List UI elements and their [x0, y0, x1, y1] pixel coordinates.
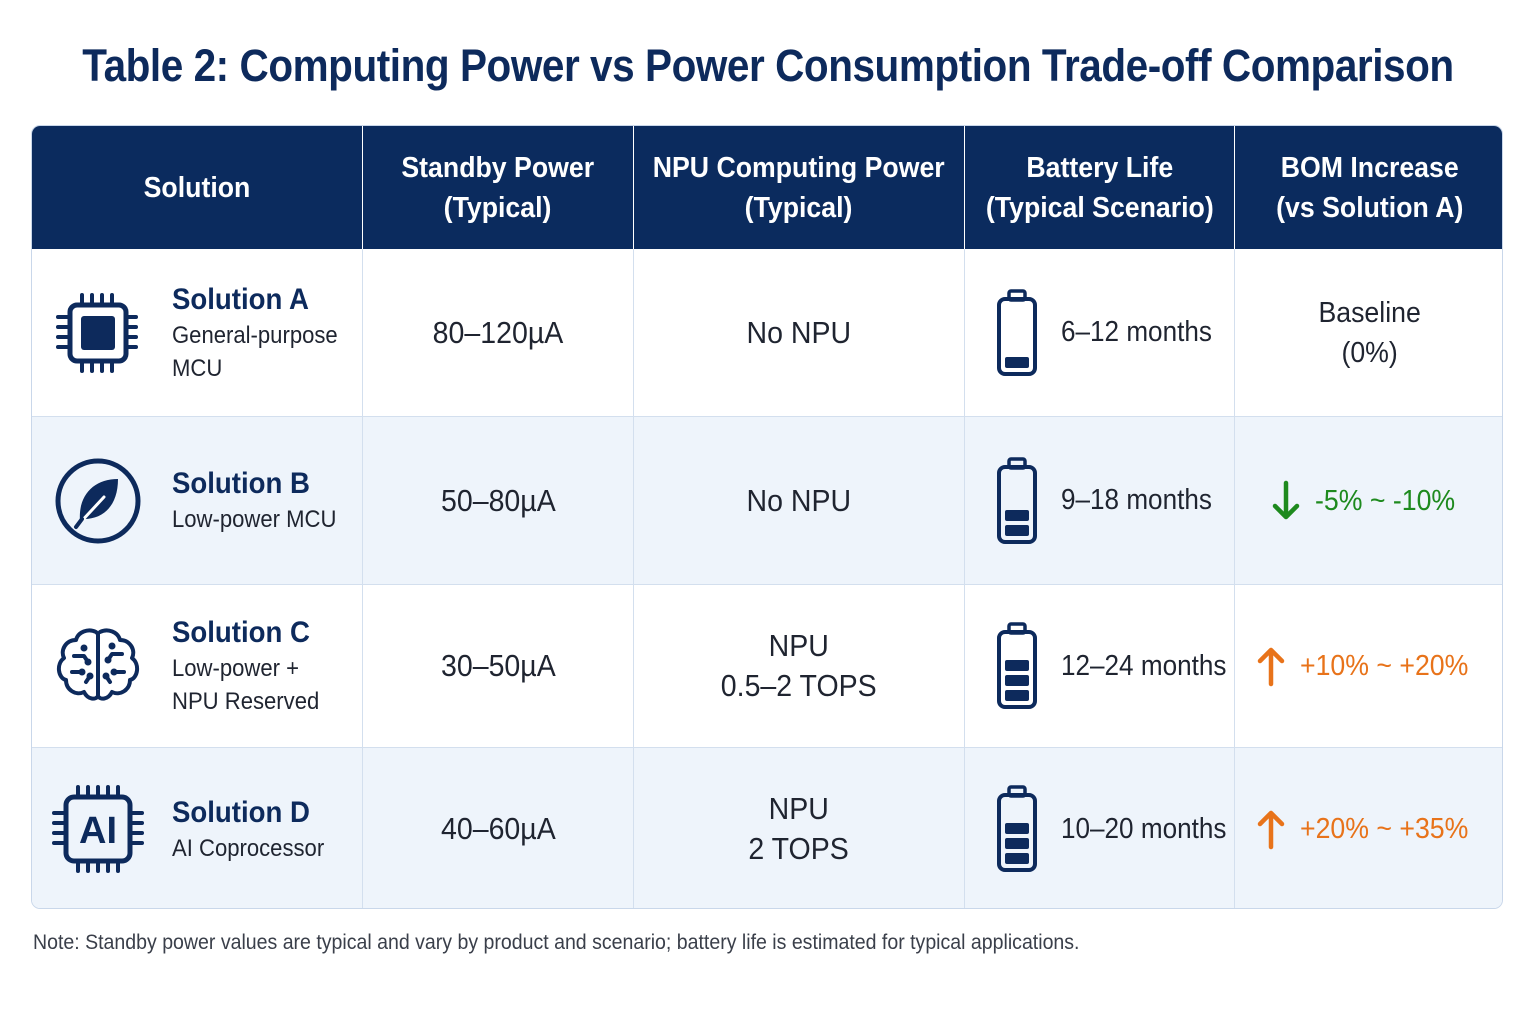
chip-icon — [52, 287, 144, 379]
solution-name: Solution A — [172, 282, 309, 316]
npu-power-value-line1: NPU — [768, 791, 830, 826]
npu-power-value-line1: NPU — [768, 628, 830, 663]
solution-desc-line1: General-purpose — [172, 321, 338, 349]
standby-power-value: 30–50µA — [440, 648, 556, 683]
npu-power-value: No NPU — [746, 482, 852, 518]
header-battery-life: Battery Life (Typical Scenario) — [965, 126, 1235, 249]
solution-desc-line1: AI Coprocessor — [172, 834, 325, 862]
comparison-table: Solution Standby Power (Typical) NPU Com… — [31, 125, 1503, 909]
table-row-solution-a: Solution A General-purpose MCU — [32, 249, 363, 417]
leaf-icon — [52, 455, 144, 547]
header-standby-line2: (Typical) — [444, 191, 552, 224]
npu-power-value-line2: 2 TOPS — [748, 831, 850, 866]
header-battery-line1: Battery Life — [1026, 151, 1173, 184]
header-npu-line1: NPU Computing Power — [652, 151, 945, 184]
standby-power-value: 50–80µA — [440, 482, 556, 518]
header-bom-increase: BOM Increase (vs Solution A) — [1235, 126, 1502, 249]
battery-icon — [997, 785, 1037, 872]
battery-life-value: 12–24 months — [1061, 649, 1227, 682]
npu-power-value: No NPU — [746, 314, 852, 350]
header-standby-line1: Standby Power — [401, 151, 595, 184]
page-title: Table 2: Computing Power vs Power Consum… — [82, 40, 1454, 91]
solution-desc-line2: NPU Reserved — [172, 688, 320, 715]
header-npu-line2: (Typical) — [745, 191, 853, 224]
arrow-up-icon — [1257, 647, 1285, 687]
header-bom-line1: BOM Increase — [1280, 151, 1459, 184]
solution-desc-line2: MCU — [172, 354, 223, 382]
npu-power-cell: NPU 2 TOPS — [634, 748, 965, 908]
bom-value: -5% ~ -10% — [1315, 484, 1456, 517]
battery-life-cell: 10–20 months — [965, 748, 1235, 908]
battery-life-value: 6–12 months — [1061, 316, 1212, 348]
standby-power-cell: 40–60µA — [363, 748, 634, 908]
battery-life-cell: 12–24 months — [965, 585, 1235, 748]
standby-power-value: 80–120µA — [432, 314, 564, 350]
npu-power-cell: NPU 0.5–2 TOPS — [634, 585, 965, 748]
arrow-up-icon — [1257, 810, 1285, 850]
bom-increase-cell: Baseline (0%) — [1235, 249, 1502, 417]
npu-power-cell: No NPU — [634, 417, 965, 585]
standby-power-cell: 30–50µA — [363, 585, 634, 748]
bom-value-line2: (0%) — [1341, 336, 1398, 369]
npu-power-cell: No NPU — [634, 249, 965, 417]
solution-name: Solution B — [172, 467, 310, 500]
brain-circuit-icon — [52, 620, 144, 712]
npu-power-value-line2: 0.5–2 TOPS — [721, 668, 877, 703]
table-row-solution-d: AI Solution D AI Coprocessor — [32, 748, 363, 908]
ai-chip-icon: AI — [52, 783, 144, 875]
header-battery-line2: (Typical Scenario) — [985, 191, 1214, 224]
battery-life-value: 10–20 months — [1061, 812, 1227, 845]
battery-life-cell: 6–12 months — [965, 249, 1235, 417]
header-solution: Solution — [32, 126, 363, 249]
solution-name: Solution C — [172, 616, 310, 649]
table-note: Note: Standby power values are typical a… — [33, 931, 1080, 954]
battery-icon — [997, 288, 1037, 376]
standby-power-cell: 50–80µA — [363, 417, 634, 585]
solution-desc-line1: Low-power MCU — [172, 506, 337, 533]
battery-icon — [997, 456, 1037, 544]
bom-value-line1: Baseline — [1318, 296, 1421, 329]
standby-power-cell: 80–120µA — [363, 249, 634, 417]
header-bom-line2: (vs Solution A) — [1275, 191, 1464, 224]
bom-increase-cell: +10% ~ +20% — [1235, 585, 1502, 748]
table-row-solution-c: Solution C Low-power + NPU Reserved — [32, 585, 363, 748]
battery-life-value: 9–18 months — [1061, 484, 1212, 516]
standby-power-value: 40–60µA — [440, 811, 556, 846]
solution-desc-line1: Low-power + — [172, 655, 300, 682]
bom-increase-cell: -5% ~ -10% — [1235, 417, 1502, 585]
bom-value: +20% ~ +35% — [1299, 813, 1469, 845]
solution-name: Solution D — [172, 795, 310, 829]
header-standby-power: Standby Power (Typical) — [363, 126, 634, 249]
arrow-down-icon — [1273, 480, 1300, 519]
battery-life-cell: 9–18 months — [965, 417, 1235, 585]
svg-text:AI: AI — [79, 810, 117, 852]
bom-increase-cell: +20% ~ +35% — [1235, 748, 1502, 908]
battery-icon — [997, 622, 1037, 709]
table-row-solution-b: Solution B Low-power MCU — [32, 417, 363, 585]
bom-value: +10% ~ +20% — [1299, 650, 1469, 682]
header-npu-power: NPU Computing Power (Typical) — [634, 126, 965, 249]
header-solution-label: Solution — [143, 171, 251, 204]
